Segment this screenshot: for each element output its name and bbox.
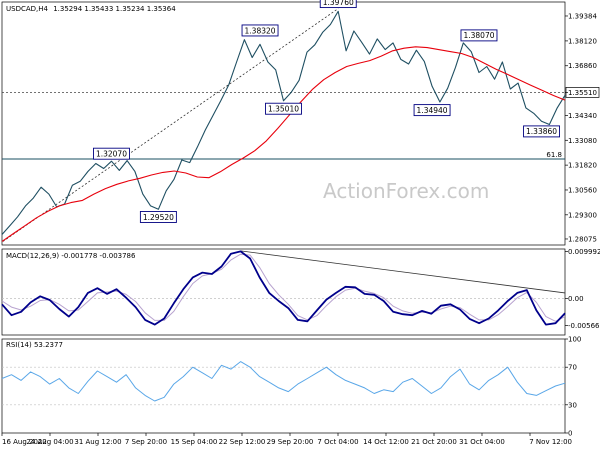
time-tick-label: 22 Sep 12:00 [219,438,266,446]
time-tick-label: 31 Aug 12:00 [74,438,121,446]
price-tick-label: 1.28075 [568,235,597,243]
rsi-grid [2,366,565,406]
price-tick-label: 1.35510 [568,89,597,97]
macd-header: MACD(12,26,9) -0.001778 -0.003786 [6,252,136,260]
macd-line [1,250,566,326]
fib-61-8-label: 61.8 [546,151,562,159]
macd-tick-label: -0.005668 [568,322,600,330]
rsi-lines [1,361,566,402]
level-label: 1.29520 [143,213,174,222]
level-label-box [413,104,451,117]
level-label-box [523,125,560,138]
chart-header: USDCAD,H4 1.35294 1.35433 1.35234 1.3536… [6,5,176,13]
rsi-panel-frame [1,338,566,434]
moving-average-line [1,46,566,242]
macd-grid [2,250,566,299]
price-axis: 1.39384 1.38120 1.36860 1.35510 1.34340 1.330… [565,12,600,243]
price-tick-label: 1.38120 [568,37,597,45]
macd-trend-line [240,250,566,294]
time-tick-label: 7 Oct 04:00 [317,438,358,446]
time-tick-label: 29 Sep 20:00 [267,438,314,446]
rsi-axis: 100 70 30 0 [565,336,581,438]
macd-signal-line [1,253,566,322]
macd-tick-label: 0.00 [568,295,584,303]
rsi-tick-label: 70 [568,364,577,372]
price-lines [1,10,566,242]
macd-axis: 0.009992 0.00 -0.005668 [565,248,600,330]
level-label: 1.38320 [245,26,276,35]
level-label: 1.32070 [96,149,127,158]
level-label-box [319,0,357,9]
time-tick-label: 24 Aug 04:00 [26,438,73,446]
price-tick-label: 1.34340 [568,112,597,120]
time-tick-label: 21 Oct 20:00 [411,438,457,446]
price-tick-label: 1.33080 [568,137,597,145]
rsi-tick-label: 100 [568,336,581,344]
price-tick-label: 1.30560 [568,186,597,194]
rsi-tick-label: 30 [568,401,577,409]
level-label-box [265,102,302,115]
level-label-box [241,24,279,37]
level-label: 1.38070 [463,31,494,40]
level-label: 1.39760 [323,0,354,7]
level-label-box [139,211,177,223]
ohlc: 1.35294 1.35433 1.35234 1.35364 [53,5,176,13]
watermark: ActionForex.com [323,179,489,203]
time-tick-label: 15 Sep 04:00 [171,438,218,446]
time-tick-label: 14 Oct 12:00 [363,438,409,446]
level-label-box [460,29,498,42]
macd-lines [1,250,566,326]
macd-tick-label: 0.009992 [568,248,600,256]
price-grid: 61.8 [2,8,565,242]
rsi-tick-label: 0 [568,430,572,438]
price-tick-label: 1.29300 [568,211,597,219]
rsi-line [1,361,566,402]
price-tick-label: 1.31820 [568,162,597,170]
macd-panel-frame [1,248,566,336]
time-tick-label: 7 Nov 12:00 [529,438,572,446]
level-label-box [93,147,130,160]
price-panel: ActionForex.com 61.8 1.39384 1.38120 1.368… [1,0,600,246]
price-panel-frame [1,1,566,246]
time-tick-label: 7 Sep 20:00 [125,438,167,446]
trend-line-dotted [2,8,339,242]
symbol: USDCAD,H4 [6,5,49,13]
time-tick-label: 31 Oct 04:00 [459,438,505,446]
rsi-header: RSI(14) 53.2377 [6,341,63,349]
level-label: 1.34940 [417,106,448,115]
price-tick-label: 1.39384 [568,12,597,20]
level-label: 1.35010 [268,105,299,114]
macd-panel: 0.009992 0.00 -0.005668 MACD(12,26,9) -0.0… [1,248,600,336]
price-tick-label: 1.36860 [568,62,597,70]
rsi-panel: 100 70 30 0 RSI(14) 53.2377 [1,336,581,438]
time-tick-label: 16 Aug 2022 [2,438,47,446]
price-annotations: 1.32070 1.29520 1.38320 1.35010 1.39760 1.349… [93,0,560,223]
price-line [1,10,566,235]
level-label: 1.33860 [526,127,557,136]
